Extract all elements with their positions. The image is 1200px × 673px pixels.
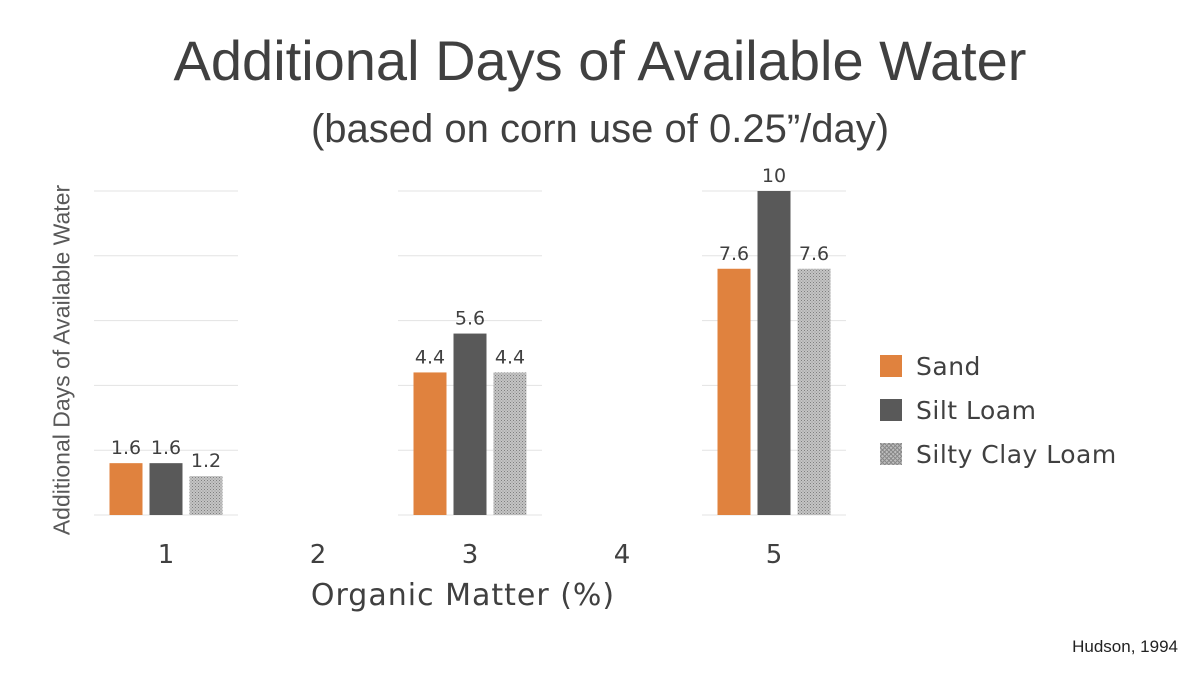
bar-sand-1 [109, 463, 143, 515]
data-label-silt-loam-5: 10 [762, 165, 786, 187]
x-tick-4: 4 [614, 540, 631, 570]
x-tick-2: 2 [310, 540, 327, 570]
data-label-sand-5: 7.6 [719, 243, 749, 265]
data-label-silty-clay-loam-5: 7.6 [799, 243, 829, 265]
bar-silty-clay-loam-5 [797, 268, 831, 515]
data-label-sand-1: 1.6 [111, 437, 141, 459]
legend-item-silt-loam: Silt Loam [880, 388, 1117, 432]
data-label-silt-loam-1: 1.6 [151, 437, 181, 459]
x-tick-labels: 1 2 3 4 5 [158, 540, 783, 570]
legend-label-silty-clay-loam: Silty Clay Loam [916, 439, 1117, 469]
data-labels: 1.6 4.4 7.6 1.6 5.6 10 1.2 4.4 7.6 [111, 165, 829, 472]
legend-item-sand: Sand [880, 344, 1117, 388]
chart-title: Additional Days of Available Water [173, 29, 1027, 92]
x-axis-label: Organic Matter (%) [310, 578, 616, 613]
bar-silty-clay-loam-3 [493, 372, 527, 515]
chart-subtitle: (based on corn use of 0.25”/day) [310, 107, 890, 151]
bar-sand-5 [717, 268, 751, 515]
bar-sand-3 [413, 372, 447, 515]
legend-item-silty-clay-loam: Silty Clay Loam [880, 432, 1117, 476]
bars [109, 191, 831, 515]
legend-label-silt-loam: Silt Loam [916, 395, 1037, 425]
source-citation: Hudson, 1994 [1072, 637, 1178, 656]
x-tick-5: 5 [766, 540, 783, 570]
x-tick-3: 3 [462, 540, 479, 570]
legend-swatch-silt-loam [880, 399, 902, 421]
bar-silty-clay-loam-1 [189, 476, 223, 515]
x-tick-1: 1 [158, 540, 175, 570]
legend-swatch-silty-clay-loam [880, 443, 902, 465]
legend-swatch-sand [880, 355, 902, 377]
legend-label-sand: Sand [916, 351, 981, 381]
legend: Sand Silt Loam Silty Clay Loam [880, 344, 1117, 476]
bar-silt-loam-3 [453, 333, 487, 515]
bar-silt-loam-1 [149, 463, 183, 515]
data-label-silty-clay-loam-1: 1.2 [191, 450, 221, 472]
data-label-sand-3: 4.4 [415, 346, 445, 368]
data-label-silty-clay-loam-3: 4.4 [495, 346, 525, 368]
data-label-silt-loam-3: 5.6 [455, 308, 485, 330]
bar-silt-loam-5 [757, 191, 791, 515]
